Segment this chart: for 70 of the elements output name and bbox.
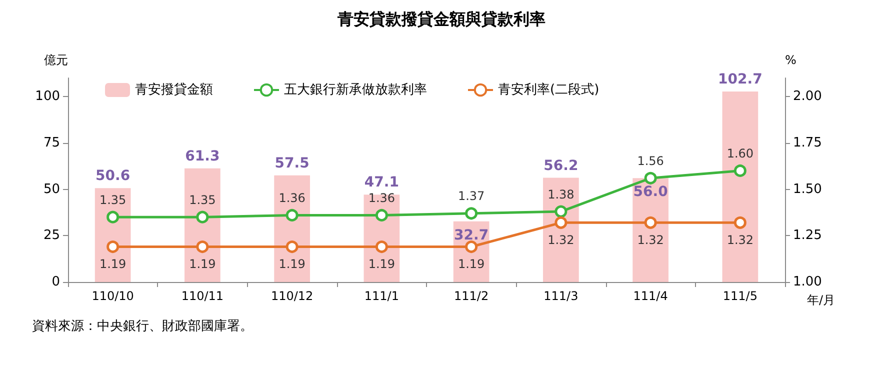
legend-label: 青安利率(二段式): [498, 82, 600, 98]
legend-label: 五大銀行新承做放款利率: [284, 82, 427, 98]
data-label: 1.19: [278, 257, 306, 272]
point: [644, 172, 657, 184]
chart-title: 青安貸款撥貸金額與貸款利率: [336, 10, 546, 28]
point: [286, 208, 298, 222]
point: [106, 240, 120, 254]
y2-tick-label: 1.25: [793, 228, 822, 244]
data-label: 56.2: [544, 158, 578, 174]
y-tick-label: 75: [43, 135, 60, 150]
bar: [543, 178, 579, 282]
point: [554, 216, 568, 229]
point: [196, 240, 209, 254]
bar: [274, 175, 310, 282]
data-label: 1.19: [458, 257, 485, 272]
data-label: 1.32: [637, 232, 664, 247]
point: [734, 164, 746, 177]
legend-label: 青安撥貸金額: [135, 82, 213, 98]
y-tick-label: 25: [43, 228, 60, 244]
data-label: 1.37: [458, 189, 485, 204]
x-tick-label: 111/3: [544, 289, 578, 303]
data-label: 1.35: [99, 192, 126, 207]
point: [554, 205, 568, 218]
data-label: 56.0: [633, 184, 668, 200]
data-label: 1.36: [278, 190, 306, 205]
data-label: 1.36: [368, 190, 396, 205]
y-tick-label: 100: [35, 89, 60, 104]
point: [465, 240, 478, 254]
y2-tick-label: 1.75: [793, 135, 822, 150]
y2-tick-label: 1.00: [793, 274, 822, 290]
x-tick-label: 110/11: [181, 289, 224, 303]
point: [286, 240, 298, 254]
x-tick-label: 111/4: [633, 289, 668, 303]
data-label: 1.32: [726, 232, 754, 247]
x-tick-label: 110/12: [270, 289, 314, 303]
data-label: 47.1: [364, 174, 399, 191]
y2-axis-title: %: [785, 53, 796, 67]
data-label: 1.19: [99, 257, 126, 272]
bar: [722, 92, 758, 282]
y2-tick-label: 2.00: [793, 89, 822, 104]
data-label: 1.38: [548, 187, 574, 202]
y-axis-title: 億元: [44, 53, 68, 67]
data-label: 102.7: [718, 72, 762, 88]
x-tick-label: 111/5: [722, 289, 758, 303]
data-label: 1.19: [189, 257, 216, 272]
point: [465, 207, 478, 220]
point: [375, 240, 388, 254]
source-note: 資料來源：中央銀行、財政部國庫署。: [32, 318, 253, 334]
x-tick-label: 110/10: [92, 289, 134, 303]
data-label: 50.6: [96, 168, 130, 184]
x-tick-label: 111/1: [364, 289, 399, 303]
bar: [184, 168, 220, 282]
point: [196, 210, 209, 224]
point: [106, 210, 120, 224]
data-label: 1.60: [726, 146, 754, 160]
x-axis-title: 年/月: [806, 293, 836, 307]
y2-tick-label: 1.50: [793, 182, 822, 197]
data-label: 1.32: [548, 232, 574, 247]
y-tick-label: 0: [52, 274, 60, 290]
data-label: 1.56: [637, 154, 664, 168]
point: [375, 208, 388, 222]
y-tick-label: 50: [43, 182, 60, 197]
data-label: 61.3: [185, 148, 220, 164]
data-label: 1.35: [189, 192, 216, 207]
data-label: 32.7: [454, 227, 489, 244]
data-label: 57.5: [274, 155, 310, 172]
point: [734, 216, 746, 229]
data-label: 1.19: [368, 257, 396, 272]
x-tick-label: 111/2: [454, 289, 489, 303]
point: [644, 216, 657, 229]
